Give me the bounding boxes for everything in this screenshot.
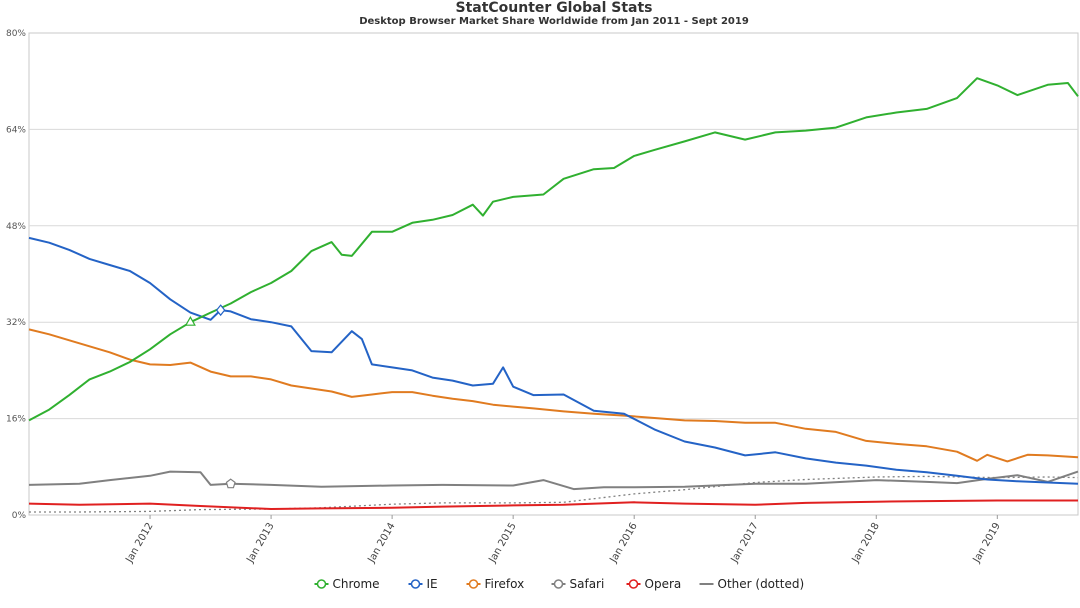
y-tick-label: 80% <box>6 29 26 39</box>
legend-label: Chrome <box>333 577 380 591</box>
chart-title: StatCounter Global Stats <box>455 0 652 16</box>
legend-marker <box>628 579 639 589</box>
x-tick-label: Jan 2013 <box>245 521 277 566</box>
series-line-opera <box>28 499 1078 510</box>
legend-label: IE <box>427 577 438 591</box>
series-line-other-dotted <box>29 475 1079 513</box>
y-tick-label: 48% <box>6 222 26 232</box>
x-tick-label: Jan 2015 <box>487 521 519 566</box>
legend-item-safari: Safari <box>551 577 605 591</box>
series-line-safari <box>28 470 1079 491</box>
x-tick-label: Jan 2014 <box>366 521 398 566</box>
data-point-chrome <box>184 315 196 326</box>
x-tick-label: Jan 2017 <box>729 521 761 566</box>
data-point-safari <box>225 478 236 489</box>
chart-subtitle: Desktop Browser Market Share Worldwide f… <box>359 16 749 27</box>
series-markers <box>184 304 236 489</box>
x-tick-label: Jan 2019 <box>971 521 1003 566</box>
x-axis-ticks: Jan 2012 Jan 2013 Jan 2014 Jan 2015 Jan 2016… <box>124 515 1003 566</box>
legend-label: Safari <box>570 577 605 591</box>
legend-marker <box>553 579 564 589</box>
legend-marker <box>410 579 421 589</box>
legend-item-firefox: Firefox <box>466 577 525 591</box>
legend-item-other-dotted: Other (dotted) <box>699 577 805 591</box>
legend-item-opera: Opera <box>626 577 682 591</box>
data-point-ie <box>215 304 226 317</box>
legend-item-chrome: Chrome <box>314 577 380 591</box>
y-tick-label: 64% <box>6 125 26 135</box>
y-tick-label: 0% <box>12 511 27 521</box>
x-tick-label: Jan 2016 <box>608 521 640 566</box>
legend-item-ie: IE <box>408 577 438 591</box>
x-tick-label: Jan 2018 <box>850 521 882 566</box>
legend-label: Opera <box>645 577 682 591</box>
legend-marker <box>468 579 479 589</box>
series-line-firefox <box>28 328 1079 463</box>
y-tick-label: 16% <box>6 415 26 425</box>
legend-label: Other (dotted) <box>718 577 805 591</box>
legend-marker <box>316 579 327 589</box>
y-axis-ticks: 0% 16% 32% 48% 64% 80% <box>6 29 26 521</box>
x-tick-label: Jan 2012 <box>124 521 156 566</box>
plot-area <box>28 32 1079 516</box>
series-line-ie <box>28 236 1079 485</box>
legend-label: Firefox <box>485 577 525 591</box>
grid <box>28 32 1079 516</box>
legend: Chrome IE Firefox Safari Opera Other (dotted) <box>314 577 805 591</box>
y-tick-label: 32% <box>6 318 26 328</box>
